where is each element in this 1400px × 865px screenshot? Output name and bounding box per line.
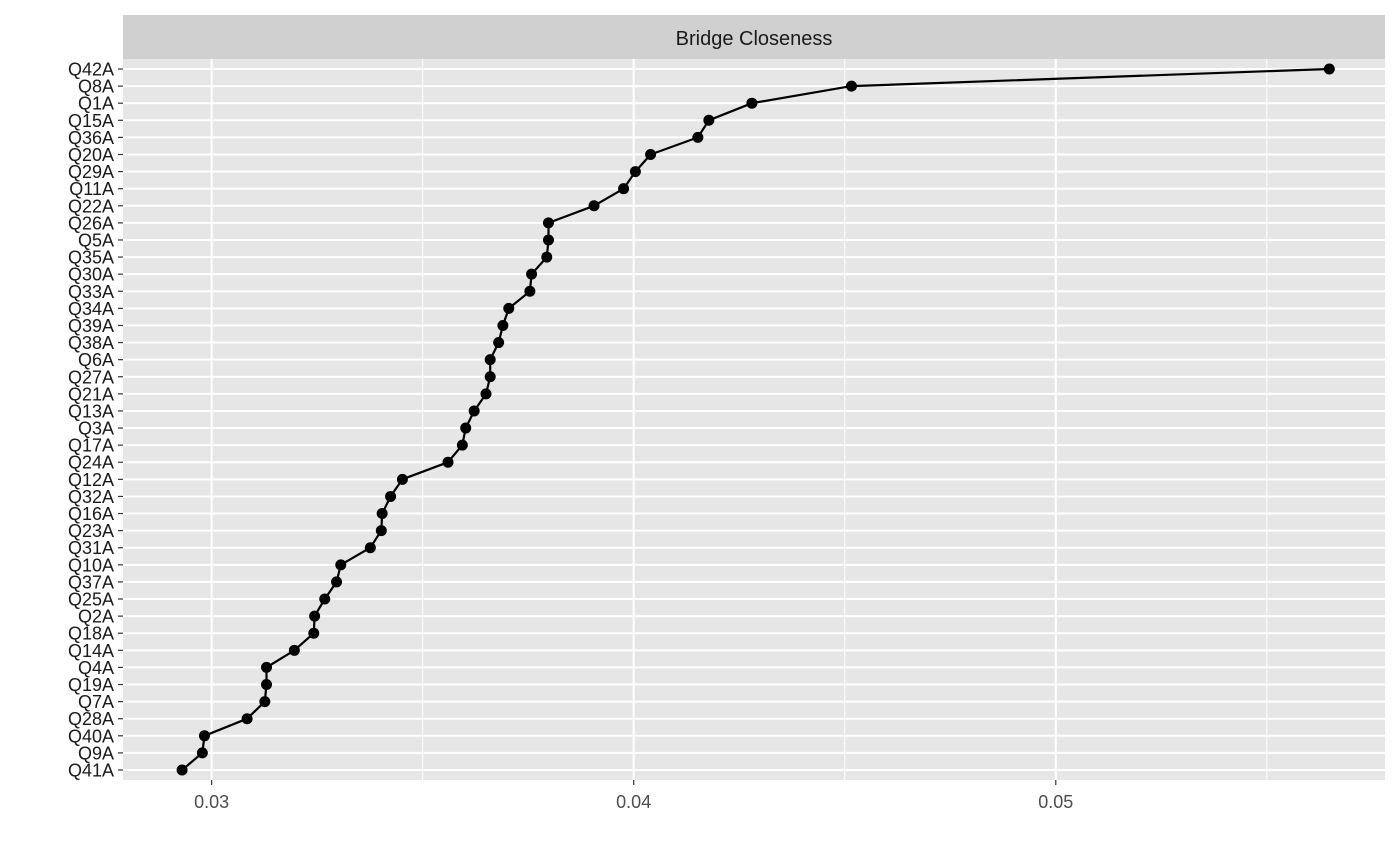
y-tick-label-q28a: Q28A (68, 709, 114, 729)
y-tick-label-q39a: Q39A (68, 316, 114, 336)
data-point-q41a (176, 764, 188, 776)
data-point-q32a (385, 490, 397, 502)
data-point-q22a (588, 200, 600, 212)
data-point-q38a (493, 337, 505, 349)
y-tick-label-q31a: Q31A (68, 538, 114, 558)
data-point-q27a (484, 371, 496, 383)
data-point-q7a (259, 696, 271, 708)
data-point-q34a (503, 302, 515, 314)
y-tick-label-q36a: Q36A (68, 128, 114, 148)
y-tick-label-q16a: Q16A (68, 504, 114, 524)
y-tick-label-q30a: Q30A (68, 265, 114, 285)
y-tick-label-q40a: Q40A (68, 726, 114, 746)
data-point-q6a (484, 354, 496, 366)
y-tick-label-q4a: Q4A (78, 658, 114, 678)
y-tick-label-q22a: Q22A (68, 196, 114, 216)
data-point-q36a (692, 131, 704, 143)
facet-strip (123, 15, 1385, 59)
data-point-q14a (288, 644, 300, 656)
data-point-q17a (456, 439, 468, 451)
y-tick-label-q7a: Q7A (78, 692, 114, 712)
y-tick-label-q9a: Q9A (78, 743, 114, 763)
y-tick-label-q10a: Q10A (68, 555, 114, 575)
x-axis: 0.03 0.04 0.05 (194, 780, 1073, 812)
y-tick-label-q2a: Q2A (78, 607, 114, 627)
data-point-q5a (542, 234, 554, 246)
y-tick-label-q37a: Q37A (68, 572, 114, 592)
y-tick-label-q13a: Q13A (68, 401, 114, 421)
data-point-q25a (319, 593, 331, 605)
y-tick-label-q1a: Q1A (78, 94, 114, 114)
data-point-q24a (442, 456, 454, 468)
data-point-q10a (335, 559, 347, 571)
minor-gridlines (422, 59, 1268, 780)
y-tick-label-q35a: Q35A (68, 248, 114, 268)
y-tick-label-q33a: Q33A (68, 282, 114, 302)
y-axis: Q41AQ9AQ40AQ28AQ7AQ19AQ4AQ14AQ18AQ2AQ25A… (68, 60, 123, 781)
data-point-q26a (542, 217, 554, 229)
plot-panel (123, 59, 1385, 780)
y-tick-label-q19a: Q19A (68, 675, 114, 695)
data-point-q39a (497, 319, 509, 331)
data-point-q4a (261, 661, 273, 673)
y-tick-label-q38a: Q38A (68, 333, 114, 353)
y-tick-label-q11a: Q11A (69, 179, 114, 199)
data-point-q29a (629, 166, 641, 178)
y-tick-label-q3a: Q3A (78, 419, 114, 439)
y-tick-label-q41a: Q41A (68, 761, 114, 781)
y-tick-label-q8a: Q8A (78, 77, 114, 97)
data-points (176, 63, 1335, 776)
y-tick-label-q15a: Q15A (68, 111, 114, 131)
y-tick-label-q26a: Q26A (68, 213, 114, 233)
facet-strip-label: Bridge Closeness (676, 28, 833, 50)
data-point-q12a (396, 473, 408, 485)
data-point-q13a (468, 405, 480, 417)
x-tick-label: 0.04 (616, 792, 651, 812)
data-point-q33a (524, 285, 536, 297)
data-point-q15a (703, 114, 715, 126)
data-point-q40a (198, 730, 210, 742)
data-point-q1a (746, 97, 758, 109)
data-point-q19a (261, 679, 273, 691)
data-point-q30a (526, 268, 538, 280)
data-point-q9a (196, 747, 208, 759)
y-tick-label-q14a: Q14A (68, 641, 114, 661)
y-tick-label-q32a: Q32A (68, 487, 114, 507)
y-tick-label-q24a: Q24A (68, 453, 114, 473)
data-point-q20a (645, 148, 657, 160)
data-point-q31a (364, 542, 376, 554)
y-tick-label-q23a: Q23A (68, 521, 114, 541)
y-tick-label-q18a: Q18A (68, 624, 114, 644)
major-gridlines (123, 59, 1385, 780)
x-tick-label: 0.05 (1038, 792, 1073, 812)
y-tick-label-q25a: Q25A (68, 590, 114, 610)
x-tick-label: 0.03 (194, 792, 229, 812)
y-tick-label-q6a: Q6A (78, 350, 114, 370)
data-point-q11a (618, 183, 630, 195)
data-point-q3a (460, 422, 472, 434)
y-tick-label-q27a: Q27A (68, 367, 114, 387)
y-tick-label-q20a: Q20A (68, 145, 114, 165)
data-point-q42a (1323, 63, 1335, 75)
data-point-q37a (331, 576, 343, 588)
y-tick-label-q34a: Q34A (68, 299, 114, 319)
data-point-q16a (376, 508, 388, 520)
y-tick-label-q29a: Q29A (68, 162, 114, 182)
y-tick-label-q17a: Q17A (68, 436, 114, 456)
y-tick-label-q5a: Q5A (78, 230, 114, 250)
data-point-q2a (309, 610, 321, 622)
y-tick-label-q12a: Q12A (68, 470, 114, 490)
y-tick-label-q21a: Q21A (68, 384, 114, 404)
data-point-q35a (541, 251, 553, 263)
data-point-q8a (845, 80, 857, 92)
data-point-q23a (375, 525, 387, 537)
data-point-q21a (480, 388, 492, 400)
y-tick-label-q42a: Q42A (68, 60, 114, 80)
data-point-q28a (241, 713, 253, 725)
data-point-q18a (308, 627, 320, 639)
